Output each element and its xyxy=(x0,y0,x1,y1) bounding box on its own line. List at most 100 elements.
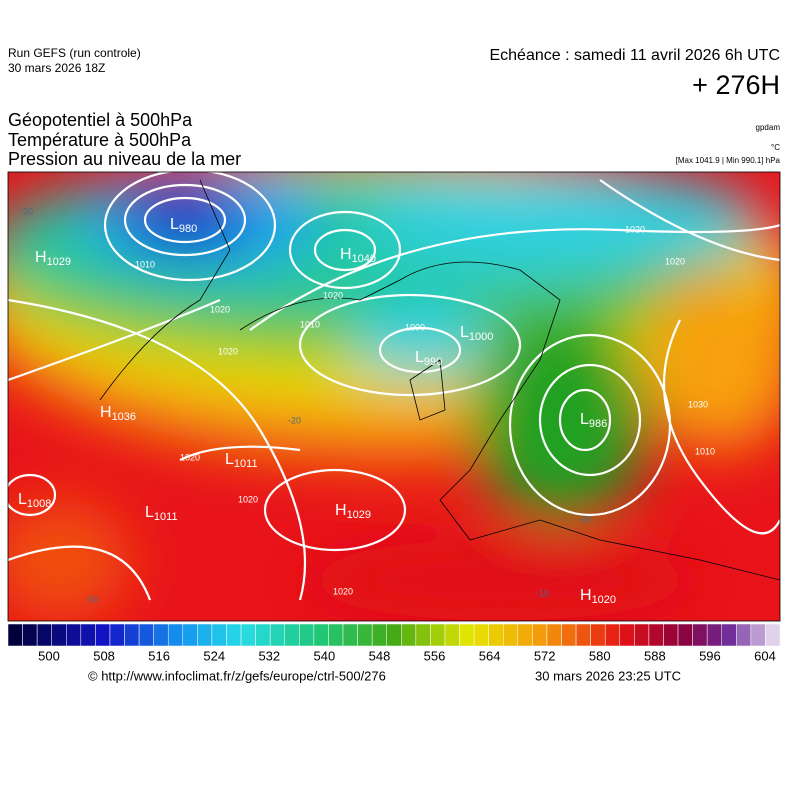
colorbar-cell xyxy=(357,623,373,647)
pressure-center: H1020 xyxy=(580,587,616,606)
colorbar-cell xyxy=(604,623,621,647)
colorbar-cell xyxy=(575,623,591,647)
colorbar-cell xyxy=(299,623,315,647)
colorbar-cell xyxy=(197,623,213,647)
colorbar-label: 524 xyxy=(203,648,225,663)
colorbar-label: 564 xyxy=(479,648,501,663)
isobar-label: 1020 xyxy=(665,256,685,266)
center-letter: L xyxy=(145,504,154,521)
colorbar-cell xyxy=(182,623,198,647)
center-letter: L xyxy=(580,411,589,428)
isobar-label: 1010 xyxy=(300,319,320,329)
isobar-label: 1010 xyxy=(695,446,715,456)
range: [Max 1041.9 | Min 990.1] hPa xyxy=(676,156,781,165)
colorbar-cell xyxy=(619,623,635,647)
center-value: 1036 xyxy=(112,411,136,423)
map-frame xyxy=(7,171,781,622)
colorbar-cell xyxy=(663,623,679,647)
valid-time: Echéance : samedi 11 avril 2026 6h UTC xyxy=(489,47,780,64)
colorbar-cell xyxy=(590,623,606,647)
colorbar-cell xyxy=(736,623,752,647)
center-letter: L xyxy=(18,491,27,508)
pressure-center: L980 xyxy=(170,216,197,235)
temp-label: -30 xyxy=(85,594,98,604)
title-line: Température à 500hPa xyxy=(8,130,192,150)
isobar-label: 1020 xyxy=(210,304,230,314)
colorbar-cell xyxy=(648,623,664,647)
colorbar-cell xyxy=(371,623,387,647)
colorbar-cell xyxy=(167,623,184,647)
isobar-label: 1020 xyxy=(180,452,200,462)
colorbar-cell xyxy=(138,623,154,647)
pressure-center: L990 xyxy=(415,349,442,368)
colorbar-cell xyxy=(342,623,358,647)
colorbar-label: 604 xyxy=(754,648,776,663)
colorbar-cell xyxy=(532,623,548,647)
pressure-center: H1029 xyxy=(335,502,371,521)
pressure-center: L1000 xyxy=(460,324,493,343)
center-value: 986 xyxy=(589,418,607,430)
colorbar-label: 532 xyxy=(258,648,280,663)
generated-time: 30 mars 2026 23:25 UTC xyxy=(535,668,681,683)
colorbar-cell xyxy=(7,623,23,647)
run: Run GEFS (run controle) xyxy=(8,46,141,60)
isobar-label: 1020 xyxy=(333,586,353,596)
unit: °C xyxy=(771,143,780,152)
center-value: 1008 xyxy=(27,498,51,510)
colorbar xyxy=(7,623,781,647)
center-letter: H xyxy=(580,587,592,604)
colorbar-cell xyxy=(255,623,271,647)
center-value: 990 xyxy=(424,356,442,368)
center-letter: H xyxy=(35,249,47,266)
colorbar-cell xyxy=(444,623,460,647)
colorbar-cell xyxy=(473,623,489,647)
center-value: 1029 xyxy=(47,256,71,268)
pressure-center: H1036 xyxy=(100,404,136,423)
isobar-label: 1020 xyxy=(625,224,645,234)
map: H1029 L980 H1040 L990 L1000 H1036 L1011 … xyxy=(8,172,780,621)
colorbar-cell xyxy=(109,623,125,647)
colorbar-cell xyxy=(328,623,344,647)
pressure-center: H1029 xyxy=(35,249,71,268)
isobar-label: 1020 xyxy=(323,290,343,300)
center-value: 1029 xyxy=(347,509,371,521)
colorbar-cell xyxy=(386,623,402,647)
temp-label: -10 xyxy=(536,588,549,598)
center-value: 1011 xyxy=(154,511,178,523)
temp-label: -30 xyxy=(20,206,33,216)
center-letter: H xyxy=(100,404,112,421)
colorbar-cell xyxy=(634,623,650,647)
colorbar-cell xyxy=(269,623,286,647)
colorbar-cell xyxy=(124,623,140,647)
colorbar-cell xyxy=(153,623,169,647)
center-letter: L xyxy=(225,451,234,468)
colorbar-cell xyxy=(240,623,256,647)
colorbar-cell xyxy=(765,623,781,647)
temp-label: -20 xyxy=(578,514,591,524)
pressure-center: L986 xyxy=(580,411,607,430)
colorbar-cell xyxy=(488,623,504,647)
colorbar-cell xyxy=(459,623,475,647)
center-letter: L xyxy=(170,216,179,233)
isobar-label: 1020 xyxy=(218,346,238,356)
colorbar-labels: 500 508 516 524 532 540 548 556 564 572 580 588 596 6… xyxy=(38,648,776,663)
colorbar-cell xyxy=(22,623,38,647)
colorbar-cell xyxy=(692,623,708,647)
center-value: 1000 xyxy=(469,331,493,343)
colorbar-cell xyxy=(95,623,111,647)
colorbar-label: 580 xyxy=(589,648,611,663)
colorbar-label: 596 xyxy=(699,648,721,663)
colorbar-cell xyxy=(401,623,417,647)
colorbar-cell xyxy=(546,623,562,647)
pressure-center: L1011 xyxy=(225,451,258,470)
colorbar-cell xyxy=(66,623,82,647)
colorbar-cell xyxy=(313,623,329,647)
temp-label: -20 xyxy=(288,415,301,425)
center-letter: H xyxy=(335,502,347,519)
colorbar-cell xyxy=(721,623,737,647)
center-letter: L xyxy=(415,349,424,366)
colorbar-label: 588 xyxy=(644,648,666,663)
colorbar-cell xyxy=(51,623,67,647)
center-letter: L xyxy=(460,324,469,341)
